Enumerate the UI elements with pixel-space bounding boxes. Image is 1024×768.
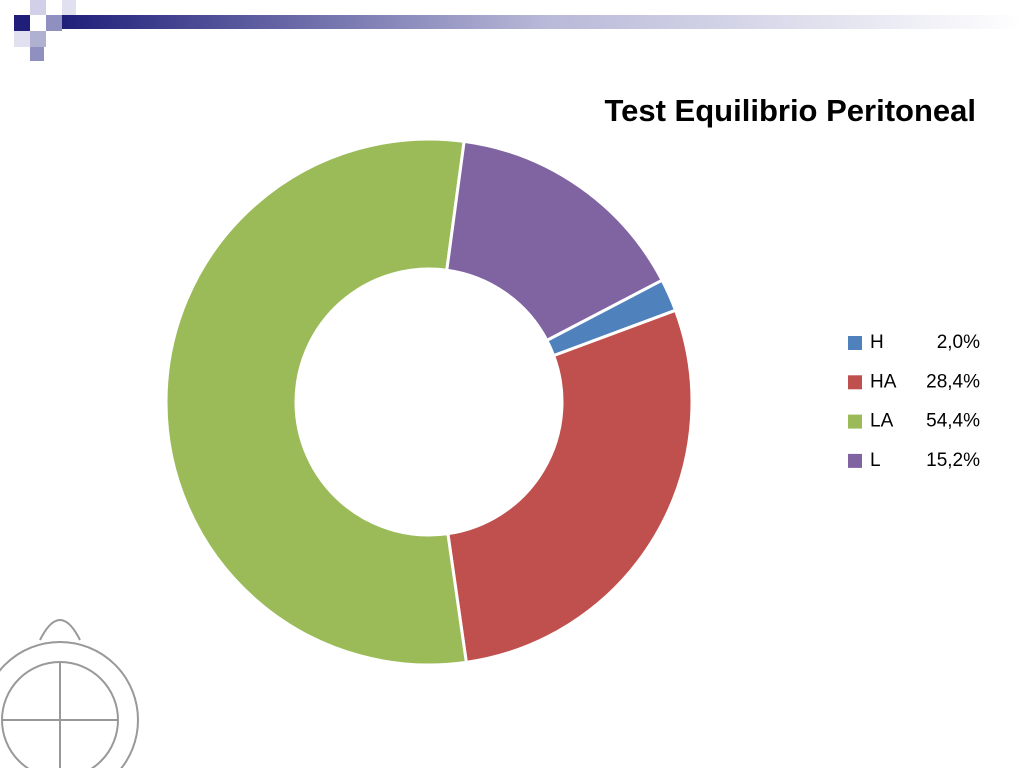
legend-value: 28,4% — [926, 371, 980, 392]
legend-label: H — [870, 332, 884, 353]
legend-label: L — [870, 450, 881, 471]
logo — [0, 619, 139, 768]
legend-swatch — [848, 336, 862, 350]
chart-title: Test Equilibrio Peritoneal — [605, 93, 977, 128]
donut-slice — [446, 308, 694, 665]
legend-value: 2,0% — [937, 332, 980, 353]
donut-slice — [164, 137, 469, 667]
legend-label: HA — [870, 371, 897, 392]
donut-slice — [445, 139, 665, 343]
legend-value: 15,2% — [926, 450, 980, 471]
legend-swatch — [848, 375, 862, 390]
legend-swatch — [848, 414, 862, 429]
legend-swatch — [848, 453, 862, 468]
legend-value: 54,4% — [926, 411, 980, 432]
legend-label: LA — [870, 411, 894, 432]
header-decoration — [14, 0, 1024, 61]
